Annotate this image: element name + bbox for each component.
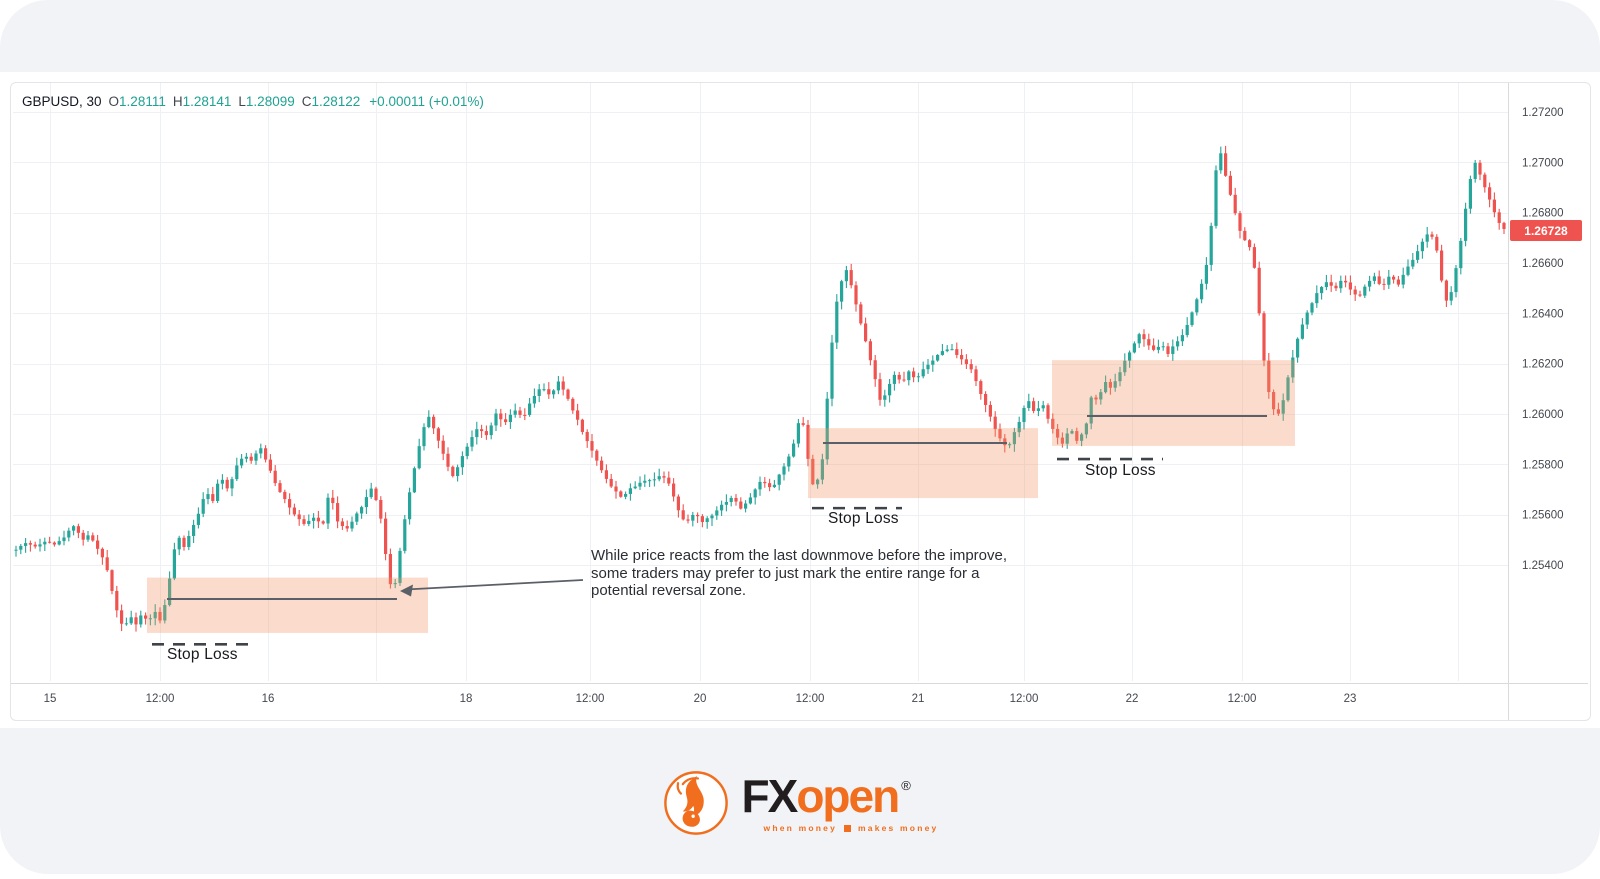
symbol-title: GBPUSD, 30 — [22, 94, 102, 109]
time-tick-label: 12:00 — [1010, 693, 1039, 705]
price-tick-label: 1.27200 — [1522, 107, 1564, 119]
annotation-arrow-line — [405, 579, 584, 591]
registered-mark: ® — [901, 778, 911, 793]
fxopen-emblem-icon — [663, 771, 728, 835]
time-tick-label: 12:00 — [576, 693, 605, 705]
tagline-right: makes money — [858, 823, 939, 833]
price-tick-label: 1.25400 — [1522, 560, 1564, 572]
price-chart-canvas[interactable]: 1.27200 1.27000 1.26800 1.26600 1.26400 1.262… — [11, 83, 1588, 720]
time-tick-label: 12:00 — [796, 693, 825, 705]
price-tick-label: 1.26600 — [1522, 258, 1564, 270]
time-axis[interactable]: 15 12:00 16 18 12:00 20 12:00 21 12:00 22 12:00 23 — [44, 693, 1357, 705]
reversal-zone — [808, 428, 1038, 499]
page-bottom-band: FX open ® when money makes money — [0, 728, 1600, 874]
annotation-arrow-head — [400, 584, 413, 597]
legend-open: O1.28111 — [108, 94, 166, 109]
last-price-badge: 1.26728 — [1510, 220, 1582, 241]
time-tick-label: 23 — [1344, 693, 1357, 705]
wordmark-open: open — [796, 770, 900, 822]
fxopen-logo: FX open ® when money makes money — [662, 769, 939, 837]
chart-card: 1.27200 1.27000 1.26800 1.26600 1.26400 1.262… — [10, 82, 1591, 721]
price-tick-label: 1.26400 — [1522, 308, 1564, 320]
price-tick-label: 1.25800 — [1522, 459, 1564, 471]
reversal-zones — [147, 360, 1295, 633]
tagline-square-icon — [844, 824, 852, 832]
grid-lines — [13, 83, 1508, 681]
tagline-left: when money — [763, 823, 838, 833]
reversal-zone — [1052, 360, 1295, 446]
wordmark-fx: FX — [741, 770, 799, 822]
legend-change: +0.00011 (+0.01%) — [369, 94, 484, 109]
page-top-band — [0, 0, 1600, 72]
legend-low: L1.28099 — [238, 94, 295, 109]
reversal-zone — [147, 577, 428, 633]
stop-loss-label-3: Stop Loss — [1085, 462, 1156, 479]
time-tick-label: 12:00 — [1228, 693, 1257, 705]
price-tick-label: 1.26000 — [1522, 409, 1564, 421]
time-tick-label: 18 — [460, 693, 473, 705]
legend-close: C1.28122 — [301, 94, 361, 109]
time-tick-label: 20 — [694, 693, 707, 705]
legend-high: H1.28141 — [172, 94, 232, 109]
fxopen-tagline: when money makes money — [742, 823, 939, 833]
price-tick-label: 1.26800 — [1522, 208, 1564, 220]
time-tick-label: 22 — [1126, 693, 1139, 705]
price-tick-label: 1.27000 — [1522, 157, 1564, 169]
price-tick-label: 1.26200 — [1522, 359, 1564, 371]
fxopen-wordmark: FX open ® — [742, 773, 939, 819]
zone-overlays — [152, 415, 1267, 646]
stop-loss-label-1: Stop Loss — [167, 646, 238, 663]
price-tick-label: 1.25600 — [1522, 510, 1564, 522]
chart-annotation: While price reacts from the last downmov… — [591, 547, 1008, 599]
time-tick-label: 21 — [912, 693, 925, 705]
price-axis[interactable]: 1.27200 1.27000 1.26800 1.26600 1.26400 1.262… — [1522, 107, 1564, 572]
candlestick-series — [14, 145, 1506, 632]
time-tick-label: 15 — [44, 693, 57, 705]
time-tick-label: 12:00 — [146, 693, 175, 705]
stop-loss-label-2: Stop Loss — [828, 510, 899, 527]
time-tick-label: 16 — [262, 693, 275, 705]
chart-legend[interactable]: GBPUSD, 30 O1.28111 H1.28141 L1.28099 C1… — [22, 94, 484, 109]
